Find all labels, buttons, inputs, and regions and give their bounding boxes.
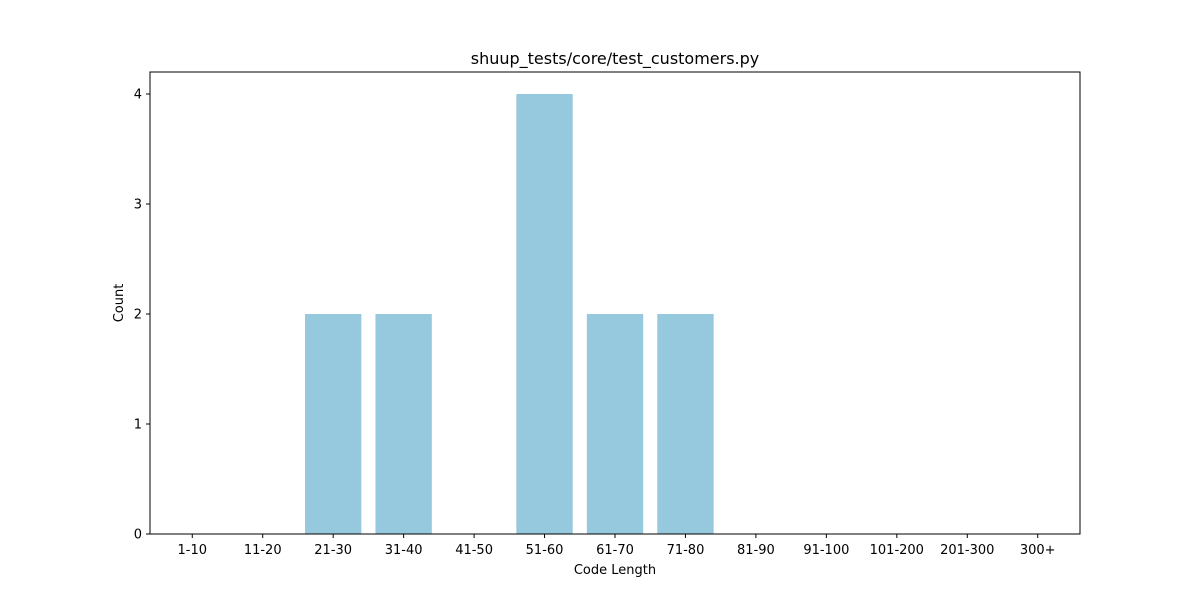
bar-51-60 (516, 94, 573, 534)
x-tick-label: 81-90 (737, 543, 775, 558)
bar-31-40 (375, 314, 432, 534)
x-tick-label: 71-80 (667, 543, 705, 558)
bars-group (305, 94, 714, 534)
y-tick-label: 4 (134, 88, 142, 103)
bar-71-80 (657, 314, 714, 534)
x-tick-label: 51-60 (526, 543, 564, 558)
y-tick-label: 1 (134, 418, 142, 433)
bar-21-30 (305, 314, 362, 534)
x-tick-label: 31-40 (385, 543, 423, 558)
x-tick-label: 201-300 (940, 543, 994, 558)
y-tick-label: 0 (134, 528, 142, 543)
y-tick-label: 2 (134, 308, 142, 323)
x-tick-label: 21-30 (314, 543, 352, 558)
y-axis-label: Count (112, 284, 127, 323)
x-tick-label: 1-10 (178, 543, 208, 558)
chart-title: shuup_tests/core/test_customers.py (471, 49, 760, 69)
x-axis: 1-10 11-20 21-30 31-40 41-50 51-60 61-70 71-80 8… (178, 534, 1056, 558)
y-axis: 0 1 2 3 4 (134, 88, 150, 543)
x-tick-label: 91-100 (803, 543, 849, 558)
x-tick-label: 61-70 (596, 543, 634, 558)
x-tick-label: 101-200 (870, 543, 924, 558)
x-tick-label: 11-20 (244, 543, 282, 558)
y-tick-label: 3 (134, 198, 142, 213)
bar-61-70 (586, 314, 644, 534)
x-axis-label: Code Length (574, 563, 656, 578)
x-tick-label: 300+ (1020, 543, 1056, 558)
x-tick-label: 41-50 (455, 543, 493, 558)
